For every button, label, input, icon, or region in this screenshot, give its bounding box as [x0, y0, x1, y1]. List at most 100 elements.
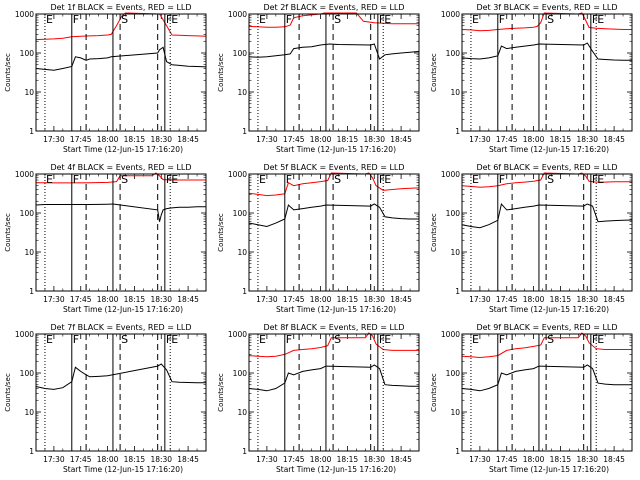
y-axis-label: Counts/sec	[430, 53, 438, 92]
time-marker-label: F	[286, 333, 292, 346]
x-tick-label: 18:45	[603, 455, 625, 464]
x-tick-label: 17:30	[469, 135, 491, 144]
x-tick-label: 18:00	[97, 455, 119, 464]
y-tick-label: 100	[446, 49, 461, 58]
plot-frame	[35, 333, 207, 452]
y-tick-label: 100	[233, 209, 248, 218]
lld-series-line	[461, 12, 632, 32]
detector-panel: Det 8f BLACK = Events, RED = LLD Counts/s…	[217, 323, 420, 474]
y-tick-label: 1000	[15, 330, 34, 339]
y-tick-label: 10	[450, 408, 460, 417]
time-marker-label: E	[384, 173, 391, 186]
time-marker-label: E	[171, 173, 178, 186]
y-tick-label: 1	[29, 127, 34, 136]
plot-frame	[248, 333, 420, 452]
x-tick-label: 18:45	[177, 295, 199, 304]
time-marker-label: E	[46, 13, 53, 26]
time-marker-label: E	[46, 333, 53, 346]
time-marker-label: F	[592, 333, 598, 346]
x-tick-label: 17:45	[496, 295, 518, 304]
panel-title: Det 4f BLACK = Events, RED = LLD	[50, 163, 191, 172]
events-series-line	[461, 364, 632, 392]
panel-title: Det 8f BLACK = Events, RED = LLD	[263, 323, 404, 332]
lld-series-line	[461, 172, 632, 188]
y-tick-label: 10	[237, 248, 247, 257]
panel-title: Det 1f BLACK = Events, RED = LLD	[50, 3, 191, 12]
time-marker-label: S	[121, 13, 128, 26]
time-marker-label: F	[166, 13, 172, 26]
x-tick-label: 18:30	[363, 455, 385, 464]
time-marker-label: S	[547, 13, 554, 26]
time-marker-label: F	[379, 13, 385, 26]
plot-frame	[461, 13, 633, 132]
y-tick-label: 1000	[228, 170, 247, 179]
x-tick-label: 18:15	[124, 455, 146, 464]
x-axis-label: Start Time (12-Jun-15 17:16:20)	[489, 465, 609, 474]
y-tick-label: 100	[446, 369, 461, 378]
y-tick-label: 1	[242, 127, 247, 136]
x-tick-label: 18:45	[177, 455, 199, 464]
y-tick-label: 10	[24, 408, 34, 417]
x-tick-label: 18:15	[337, 455, 359, 464]
y-tick-label: 1	[455, 447, 460, 456]
y-tick-label: 10	[450, 248, 460, 257]
x-tick-label: 17:45	[70, 135, 92, 144]
events-series-line	[35, 363, 206, 390]
detector-panel: Det 4f BLACK = Events, RED = LLD Counts/s…	[4, 163, 207, 314]
detector-panel: Det 2f BLACK = Events, RED = LLD Counts/s…	[217, 3, 420, 154]
x-tick-label: 18:00	[97, 135, 119, 144]
x-tick-label: 18:30	[576, 135, 598, 144]
y-tick-label: 10	[24, 248, 34, 257]
y-axis-label: Counts/sec	[430, 373, 438, 412]
x-tick-label: 18:30	[150, 135, 172, 144]
x-tick-label: 17:30	[256, 455, 278, 464]
x-tick-label: 18:15	[124, 135, 146, 144]
x-tick-label: 17:30	[256, 295, 278, 304]
y-tick-label: 100	[20, 209, 35, 218]
time-marker-label: E	[171, 333, 178, 346]
time-marker-label: F	[592, 13, 598, 26]
detector-panel: Det 6f BLACK = Events, RED = LLD Counts/s…	[430, 163, 633, 314]
plot-frame	[35, 173, 207, 292]
y-tick-label: 1	[242, 287, 247, 296]
x-tick-label: 18:00	[523, 135, 545, 144]
x-axis-label: Start Time (12-Jun-15 17:16:20)	[276, 305, 396, 314]
y-tick-label: 10	[450, 88, 460, 97]
plot-frame	[248, 173, 420, 292]
time-marker-label: F	[73, 13, 79, 26]
y-axis-label: Counts/sec	[217, 213, 225, 252]
x-tick-label: 18:00	[310, 455, 332, 464]
x-tick-label: 17:45	[283, 135, 305, 144]
y-tick-label: 100	[20, 49, 35, 58]
panel-title: Det 3f BLACK = Events, RED = LLD	[476, 3, 617, 12]
x-tick-label: 17:45	[496, 455, 518, 464]
panel-title: Det 2f BLACK = Events, RED = LLD	[263, 3, 404, 12]
x-tick-label: 18:30	[150, 455, 172, 464]
y-tick-label: 1	[29, 447, 34, 456]
x-tick-label: 18:30	[576, 295, 598, 304]
x-tick-label: 17:45	[496, 135, 518, 144]
events-series-line	[248, 203, 419, 228]
x-tick-label: 18:45	[603, 135, 625, 144]
y-tick-label: 10	[237, 408, 247, 417]
y-tick-label: 100	[20, 369, 35, 378]
y-axis-label: Counts/sec	[217, 53, 225, 92]
x-tick-label: 18:45	[390, 295, 412, 304]
detector-panel: Det 5f BLACK = Events, RED = LLD Counts/s…	[217, 163, 420, 314]
y-tick-label: 10	[237, 88, 247, 97]
x-tick-label: 18:45	[390, 455, 412, 464]
time-marker-label: F	[73, 333, 79, 346]
y-tick-label: 1	[455, 127, 460, 136]
x-tick-label: 18:30	[150, 295, 172, 304]
x-tick-label: 18:15	[337, 295, 359, 304]
x-tick-label: 18:00	[310, 135, 332, 144]
time-marker-label: E	[259, 13, 266, 26]
y-tick-label: 100	[233, 369, 248, 378]
time-marker-label: E	[384, 333, 391, 346]
x-axis-label: Start Time (12-Jun-15 17:16:20)	[63, 145, 183, 154]
time-marker-label: S	[547, 173, 554, 186]
time-marker-label: F	[166, 333, 172, 346]
time-marker-label: S	[334, 13, 341, 26]
x-tick-label: 17:30	[43, 295, 65, 304]
